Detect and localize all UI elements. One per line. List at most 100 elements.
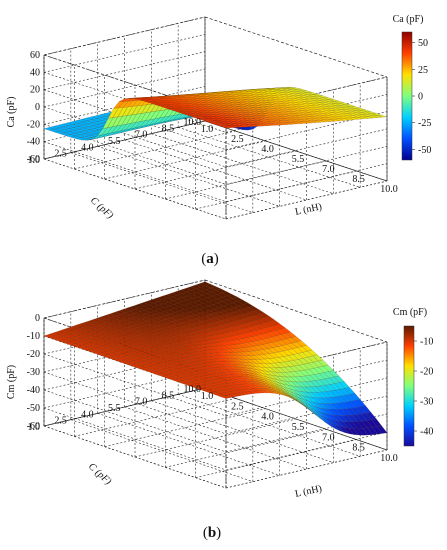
z-axis-label-a: Ca (pF) [6,97,17,128]
caption-b: (b) [203,525,221,541]
axis-frame-edge [43,54,227,116]
z-tick-label: -40 [27,385,40,396]
grid-line [151,400,334,463]
surface-patch [258,390,269,394]
x-tick-label: 8.5 [352,174,365,185]
surface-patch [267,390,279,395]
grid-line [134,150,297,190]
surface-b [43,281,388,436]
x-tick-label: 1.0 [201,391,214,402]
surface-patch [263,123,274,126]
surface-patch [348,117,359,120]
grid-line [43,34,206,73]
surface-patch [301,121,312,124]
axis-frame-edge [204,120,388,182]
z-tick-label: -60 [27,154,40,165]
surface-patch [362,116,373,119]
z-axis-label-b: Cm (pF) [6,365,17,399]
y-axis-label-b: C (pF) [86,461,114,488]
z-tick-label: 20 [30,85,40,96]
surface-patch [296,121,307,124]
z-tick-label: 0 [35,313,40,324]
surface-patch [362,427,374,436]
grid-line [195,170,357,210]
chart-panel-b: 0-10-20-30-40-50-601.02.54.05.57.08.510.… [6,279,433,500]
x-tick-label: 5.5 [292,154,305,165]
surface-patch [258,123,269,127]
surface-patch [272,122,283,126]
z-tick-label: -10 [27,331,40,342]
colorbar-tick-label: -20 [420,367,433,378]
axis-frame-edge [204,16,388,78]
surface-a [43,86,388,141]
surface-patch [282,122,293,125]
ticks-b: 0-10-20-30-40-50-601.02.54.05.57.08.510.… [27,313,398,464]
surface-patch [286,122,298,125]
surface-patch [224,394,237,398]
surface-patch [253,390,264,394]
surface-patch [296,400,307,408]
surface-patch [272,391,283,396]
surface-patch [343,427,355,435]
surface-patch [376,114,388,118]
grid-line [124,139,307,201]
surface-patch [353,117,364,120]
grid-line [97,146,280,207]
grid-line [225,146,388,185]
grid-line [178,394,361,457]
colorbar-b [403,325,415,447]
y-tick-label: 8.5 [162,123,175,134]
y-tick-label: 10.0 [184,117,202,128]
surface-patch [305,406,317,416]
z-tick-label: 40 [30,67,40,78]
x-tick-label: 7.0 [322,164,335,175]
x-tick-label: 4.0 [261,144,274,155]
x-tick-label: 7.0 [322,432,335,443]
y-tick-label: 10.0 [184,384,202,395]
surface-patch [305,120,317,124]
y-tick-label: 4.0 [81,142,94,153]
grid-line [104,140,266,180]
y-tick-label: 1.0 [28,155,41,166]
surface-patch [334,118,345,122]
x-tick-label: 10.0 [380,184,398,195]
z-tick-label: -30 [27,367,40,378]
y-tick-label: 2.5 [54,149,67,160]
colorbar-tick-label: -50 [418,145,431,156]
axis-frame-edge [43,387,206,427]
x-tick-label: 2.5 [231,134,244,145]
y-tick-label: 7.0 [135,130,148,141]
surface-patch [220,125,231,129]
surface-patch [367,115,378,119]
colorbar-tick-label: -30 [420,397,433,408]
y-tick-label: 5.5 [108,403,121,414]
grid-line [165,160,327,200]
y-axis-label-a: C (pF) [88,195,116,222]
caption-a: (a) [201,251,219,267]
surface-patch [343,117,354,121]
surface-patch [310,120,321,123]
grid-line [43,86,206,125]
surface-patch [300,403,312,412]
grid-line [225,94,388,133]
grid-line [225,449,388,489]
axis-frame-edge [43,16,206,56]
grid-line [124,406,307,470]
axis-frame-edge [43,279,206,319]
axis-frame-edge [204,279,388,343]
axis-frame-edge [204,387,388,451]
ticks-a: 6040200-20-40-601.02.54.05.57.08.510.01.… [27,50,398,195]
colorbar-tick-label: 0 [418,92,423,103]
surface-patch [263,390,274,394]
x-tick-label: 8.5 [352,443,365,454]
colorbar-title-a: Ca (pF) [393,14,424,25]
colorbar-ticks-b: -10 -20 -30 -40 [414,337,433,438]
z-tick-label: 0 [35,102,40,113]
colorbar-tick-label: 50 [418,38,428,49]
surface-patch [267,123,279,126]
z-tick-label: 60 [30,50,40,61]
surface-patch [219,395,232,399]
colorbar-tick-label: -40 [420,427,433,438]
x-axis-label-a: L (nH) [294,201,323,217]
